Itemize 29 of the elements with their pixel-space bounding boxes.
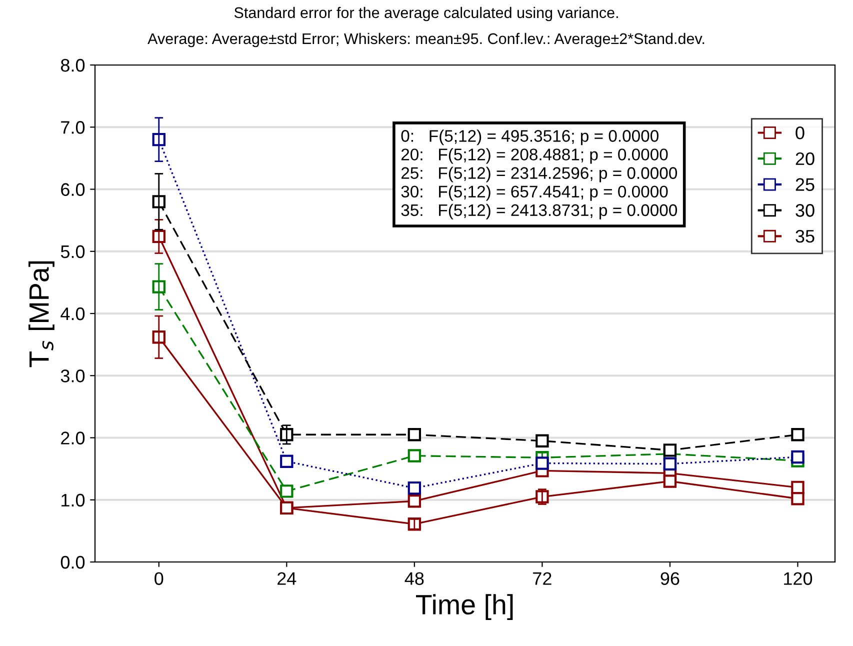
x-tick-label: 0	[154, 572, 164, 585]
legend-label: 20	[796, 152, 814, 166]
legend-label: 25	[796, 178, 814, 191]
annotation: 30: F(5;12) = 657.4541; p = 0.0000	[401, 185, 668, 201]
y-axis-title: T$_{s}$ [MPa]	[28, 261, 54, 368]
legend-label: 30	[796, 204, 814, 217]
y-tick-label: 4.0	[60, 307, 85, 320]
chart-subtitle: Average: Average±std Error; Whiskers: mean±95. Conf.lev.: Average±2*Stand.dev.	[148, 32, 704, 48]
y-tick-label: 3.0	[60, 370, 85, 382]
x-tick-label: 48	[404, 572, 424, 585]
x-axis-title: Time [h]	[416, 594, 513, 620]
x-tick-label: 96	[660, 572, 680, 585]
chart-title: Standard error for the average calculated using variance.	[234, 6, 618, 22]
legend-label: 35	[796, 230, 814, 243]
y-tick-label: 8.0	[60, 58, 85, 72]
y-tick-label: 5.0	[60, 245, 85, 258]
y-tick-label: 0.0	[60, 556, 85, 569]
y-tick-label: 6.0	[61, 183, 85, 196]
annotation: 20: F(5;12) = 208.4881; p = 0.0000	[401, 148, 668, 164]
legend-label: 0	[796, 126, 804, 140]
x-tick-label: 72	[533, 572, 552, 585]
y-tick-label: 7.0	[61, 121, 85, 134]
x-tick-label: 120	[784, 572, 812, 585]
annotation: 25: F(5;12) = 2314.2596; p = 0.0000	[401, 166, 678, 182]
annotation: 0: F(5;12) = 495.3516; p = 0.0000	[401, 130, 658, 146]
annotation: 35: F(5;12) = 2413.8731; p = 0.0000	[401, 204, 678, 220]
y-tick-label: 1.0	[62, 494, 85, 507]
y-tick-label: 2.0	[61, 432, 85, 444]
x-tick-label: 24	[278, 572, 296, 585]
